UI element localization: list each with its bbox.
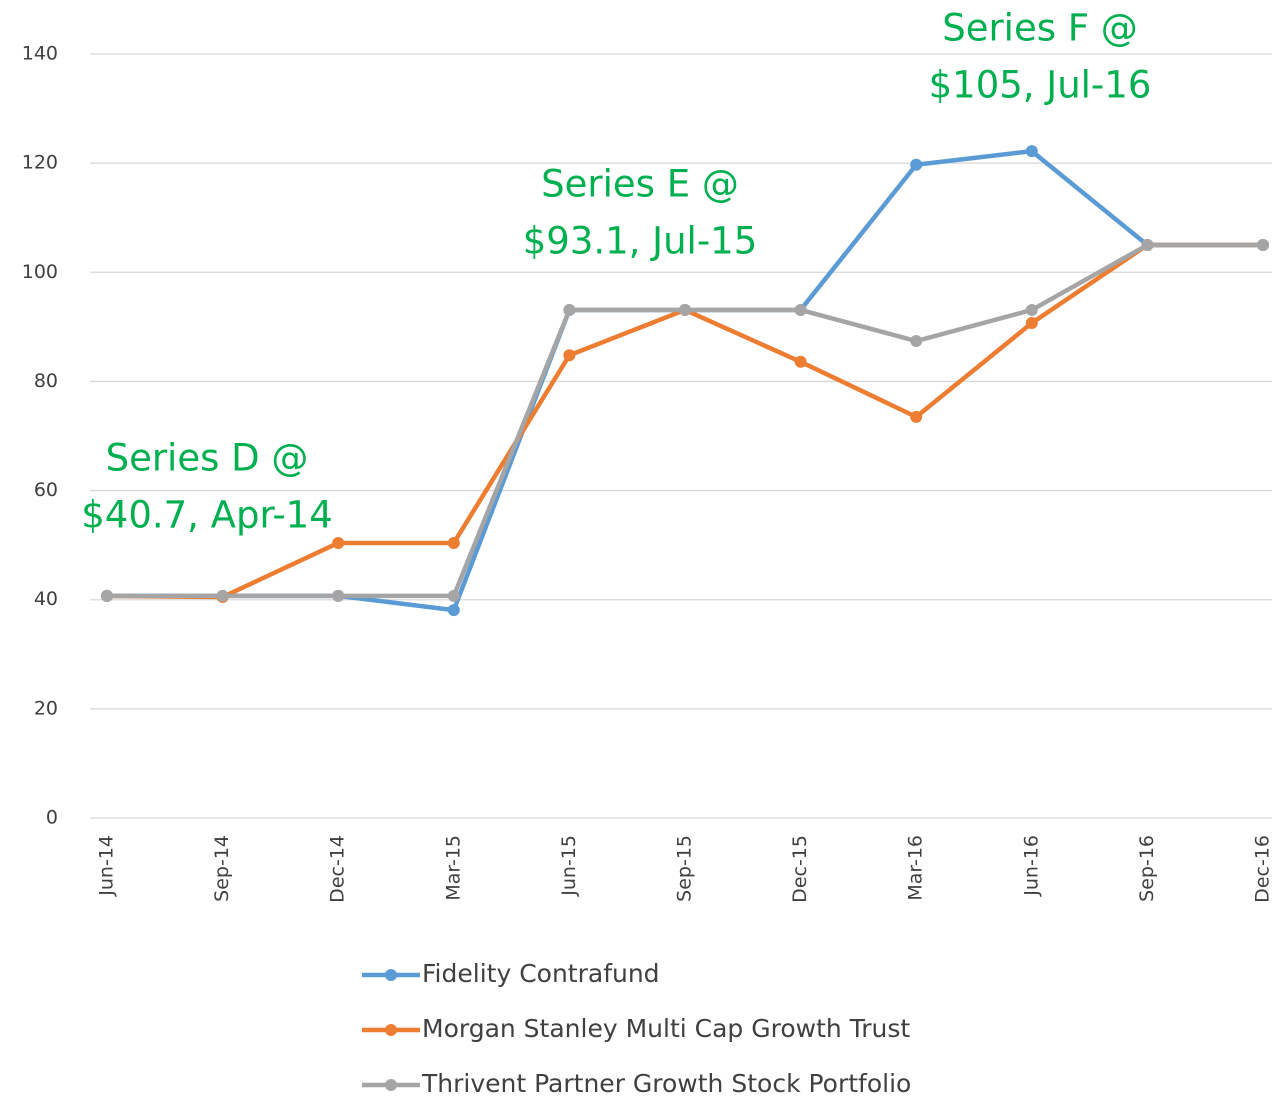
point: [1025, 145, 1038, 158]
y-tick-label: 60: [34, 479, 58, 501]
y-tick-label: 40: [34, 588, 58, 610]
point: [101, 589, 113, 602]
annotation: $105, Jul-16: [929, 64, 1152, 107]
legend-marker: [385, 969, 397, 981]
y-tick-label: 140: [22, 43, 58, 65]
legend-label: Morgan Stanley Multi Cap Growth Trust: [422, 1014, 910, 1043]
x-tick-label: Jun-14: [96, 835, 118, 897]
point: [794, 355, 807, 368]
x-tick-label: Dec-15: [789, 835, 811, 903]
annotation: $93.1, Jul-15: [523, 220, 758, 263]
point: [679, 303, 691, 316]
annotation: Series E @: [541, 163, 739, 206]
y-tick-label: 80: [34, 370, 58, 392]
y-tick-label: 120: [22, 152, 58, 174]
x-tick-label: Mar-15: [442, 835, 464, 901]
point: [1257, 239, 1269, 251]
point: [332, 589, 345, 602]
x-tick-label: Dec-16: [1252, 835, 1272, 903]
x-tick-label: Dec-14: [327, 835, 349, 903]
point: [332, 536, 345, 549]
point: [447, 604, 460, 617]
point: [447, 536, 460, 549]
y-tick-label: 0: [46, 807, 58, 829]
legend-label: Fidelity Contrafund: [422, 959, 660, 988]
x-tick-label: Mar-16: [905, 835, 927, 901]
point: [216, 589, 229, 602]
annotation: Series D @: [106, 437, 309, 480]
x-tick-label: Jun-16: [1020, 835, 1042, 897]
x-tick-label: Sep-15: [674, 835, 696, 902]
annotation: $40.7, Apr-14: [81, 494, 333, 537]
legend-label: Thrivent Partner Growth Stock Portfolio: [421, 1069, 911, 1098]
point: [1141, 239, 1154, 251]
series-line: [107, 242, 1263, 599]
point: [910, 410, 923, 423]
x-tick-label: Sep-16: [1136, 835, 1158, 902]
point: [1025, 317, 1038, 330]
point: [794, 303, 807, 316]
series-line: [106, 242, 1263, 600]
point: [563, 303, 576, 316]
annotation: Series F @: [942, 7, 1138, 50]
point: [910, 335, 923, 348]
legend-marker: [385, 1079, 397, 1091]
y-tick-label: 100: [22, 261, 58, 283]
point: [447, 589, 460, 602]
point: [910, 158, 923, 171]
legend-marker: [385, 1024, 397, 1036]
point: [1025, 303, 1038, 316]
x-tick-label: Sep-14: [211, 835, 233, 902]
x-tick-label: Jun-15: [558, 835, 580, 897]
y-tick-label: 20: [34, 697, 58, 719]
point: [563, 349, 576, 362]
